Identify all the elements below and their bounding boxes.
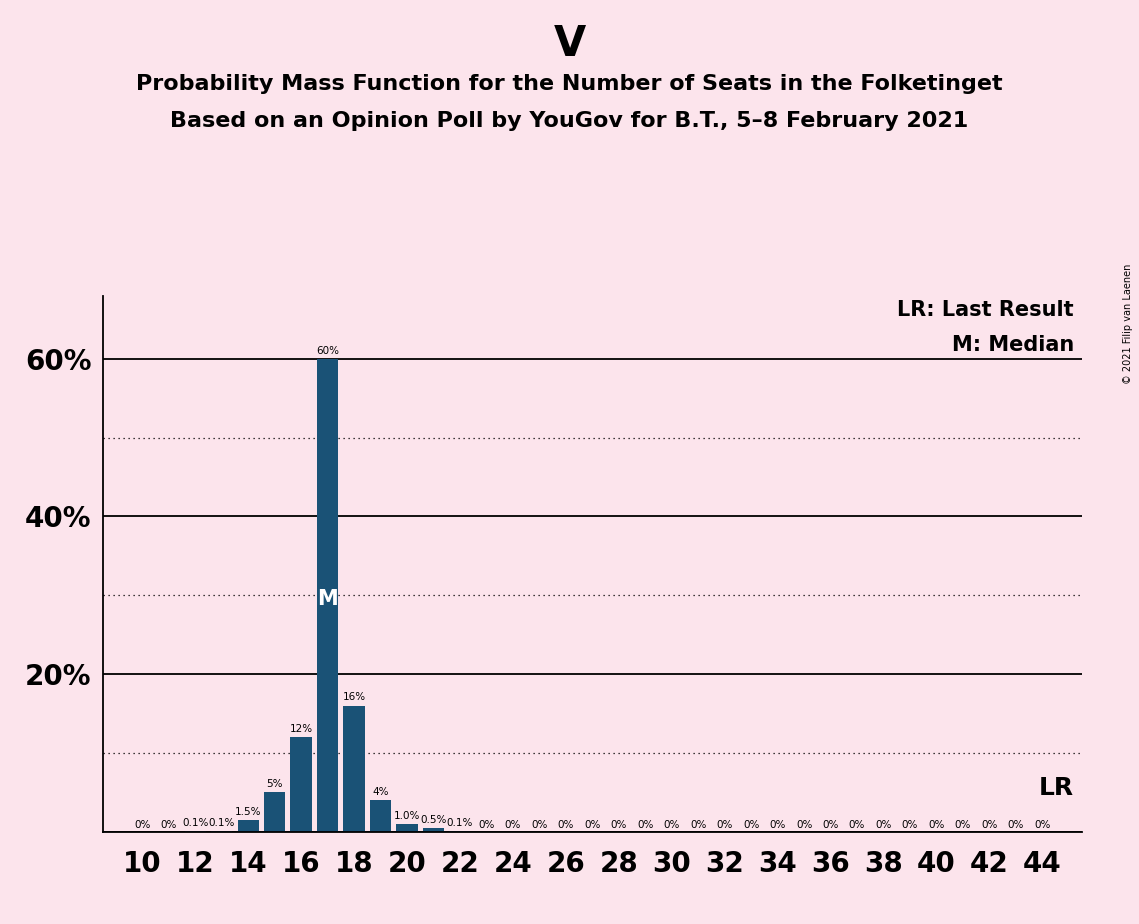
Text: 1.5%: 1.5%	[235, 807, 261, 817]
Text: 0%: 0%	[875, 820, 892, 830]
Text: 16%: 16%	[343, 692, 366, 702]
Text: 0%: 0%	[1008, 820, 1024, 830]
Text: 0%: 0%	[770, 820, 786, 830]
Bar	[423, 828, 444, 832]
Text: 0%: 0%	[743, 820, 760, 830]
Text: 20: 20	[387, 850, 426, 878]
Text: 44: 44	[1023, 850, 1062, 878]
Text: 28: 28	[599, 850, 638, 878]
Text: 5%: 5%	[267, 779, 282, 789]
Text: 0%: 0%	[1034, 820, 1050, 830]
Text: 34: 34	[759, 850, 797, 878]
Text: 0%: 0%	[716, 820, 732, 830]
Text: 30: 30	[653, 850, 691, 878]
Text: 4%: 4%	[372, 787, 388, 796]
Text: 0%: 0%	[478, 820, 494, 830]
Text: 0%: 0%	[161, 820, 177, 830]
Text: 0%: 0%	[822, 820, 838, 830]
Text: 0%: 0%	[505, 820, 521, 830]
Text: 24: 24	[493, 850, 532, 878]
Text: V: V	[554, 23, 585, 65]
Text: 1.0%: 1.0%	[394, 810, 420, 821]
Text: 0%: 0%	[664, 820, 680, 830]
Text: 22: 22	[441, 850, 480, 878]
Text: 0%: 0%	[531, 820, 548, 830]
Text: © 2021 Filip van Laenen: © 2021 Filip van Laenen	[1123, 263, 1133, 383]
Text: 0%: 0%	[981, 820, 998, 830]
Bar	[344, 706, 364, 832]
Text: 12: 12	[175, 850, 214, 878]
Text: 0%: 0%	[954, 820, 972, 830]
Bar	[238, 820, 259, 832]
Text: 10: 10	[123, 850, 162, 878]
Text: M: Median: M: Median	[952, 335, 1074, 355]
Bar	[396, 823, 418, 832]
Text: 0.5%: 0.5%	[420, 815, 446, 825]
Text: LR: Last Result: LR: Last Result	[898, 299, 1074, 320]
Text: Probability Mass Function for the Number of Seats in the Folketinget: Probability Mass Function for the Number…	[137, 74, 1002, 94]
Text: 0.1%: 0.1%	[446, 819, 473, 829]
Text: 18: 18	[335, 850, 374, 878]
Text: 0%: 0%	[637, 820, 654, 830]
Text: Based on an Opinion Poll by YouGov for B.T., 5–8 February 2021: Based on an Opinion Poll by YouGov for B…	[171, 111, 968, 131]
Text: M: M	[317, 590, 338, 609]
Text: 40: 40	[917, 850, 956, 878]
Text: 0%: 0%	[849, 820, 866, 830]
Bar	[264, 792, 285, 832]
Text: 0%: 0%	[558, 820, 574, 830]
Text: 0%: 0%	[796, 820, 812, 830]
Text: 0%: 0%	[928, 820, 944, 830]
Text: 26: 26	[547, 850, 585, 878]
Text: 0%: 0%	[690, 820, 706, 830]
Text: 0.1%: 0.1%	[208, 819, 235, 829]
Text: 60%: 60%	[316, 346, 339, 356]
Text: 0%: 0%	[611, 820, 626, 830]
Text: 14: 14	[229, 850, 268, 878]
Text: 0.1%: 0.1%	[182, 819, 208, 829]
Bar	[317, 359, 338, 832]
Text: 38: 38	[865, 850, 903, 878]
Text: 16: 16	[281, 850, 320, 878]
Text: LR: LR	[1039, 776, 1074, 800]
Text: 0%: 0%	[902, 820, 918, 830]
Text: 42: 42	[970, 850, 1009, 878]
Text: 36: 36	[811, 850, 850, 878]
Bar	[370, 800, 391, 832]
Text: 32: 32	[705, 850, 744, 878]
Text: 12%: 12%	[289, 723, 312, 734]
Bar	[290, 737, 312, 832]
Text: 0%: 0%	[134, 820, 150, 830]
Text: 0%: 0%	[584, 820, 600, 830]
